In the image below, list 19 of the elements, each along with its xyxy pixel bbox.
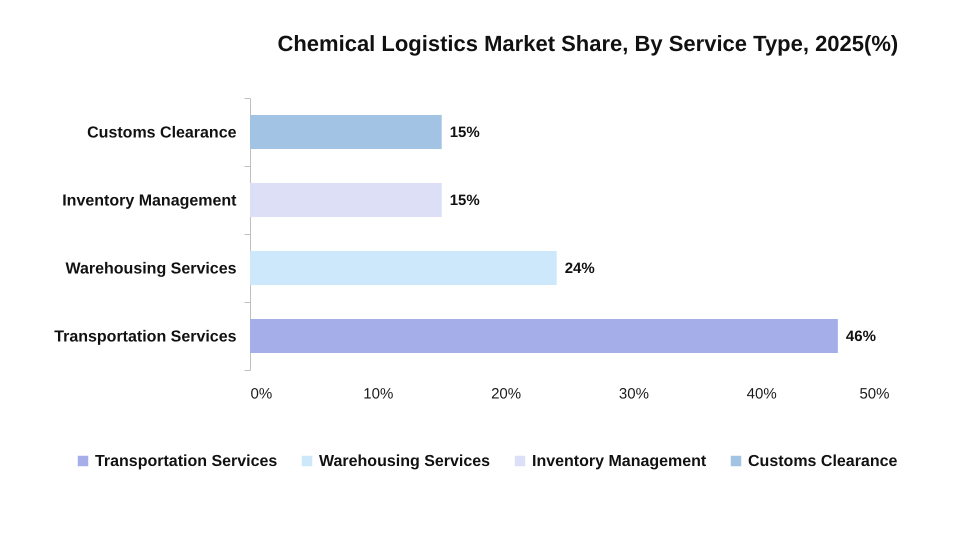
legend-label: Warehousing Services <box>319 453 490 470</box>
x-tick-label: 0% <box>250 386 272 402</box>
x-tick-label: 10% <box>363 386 394 402</box>
x-tick-label: 20% <box>491 386 522 402</box>
x-tick-label: 30% <box>618 386 649 402</box>
y-tick-label: Transportation Services <box>54 328 237 346</box>
x-tick-label: 50% <box>859 386 890 402</box>
chart-title: Chemical Logistics Market Share, By Service Type, 2025(%) <box>277 31 898 56</box>
y-tick-label: Warehousing Services <box>65 260 237 278</box>
legend-label: Transportation Services <box>95 453 278 470</box>
data-label: 24% <box>564 260 595 277</box>
data-label: 46% <box>846 328 876 345</box>
y-tick-label: Customs Clearance <box>87 124 237 142</box>
data-label: 15% <box>450 124 480 141</box>
x-tick-label: 40% <box>746 386 777 402</box>
legend-label: Customs Clearance <box>748 453 898 470</box>
legend-label: Inventory Management <box>532 453 707 470</box>
y-tick-label: Inventory Management <box>62 192 238 210</box>
data-label: 15% <box>450 192 480 209</box>
